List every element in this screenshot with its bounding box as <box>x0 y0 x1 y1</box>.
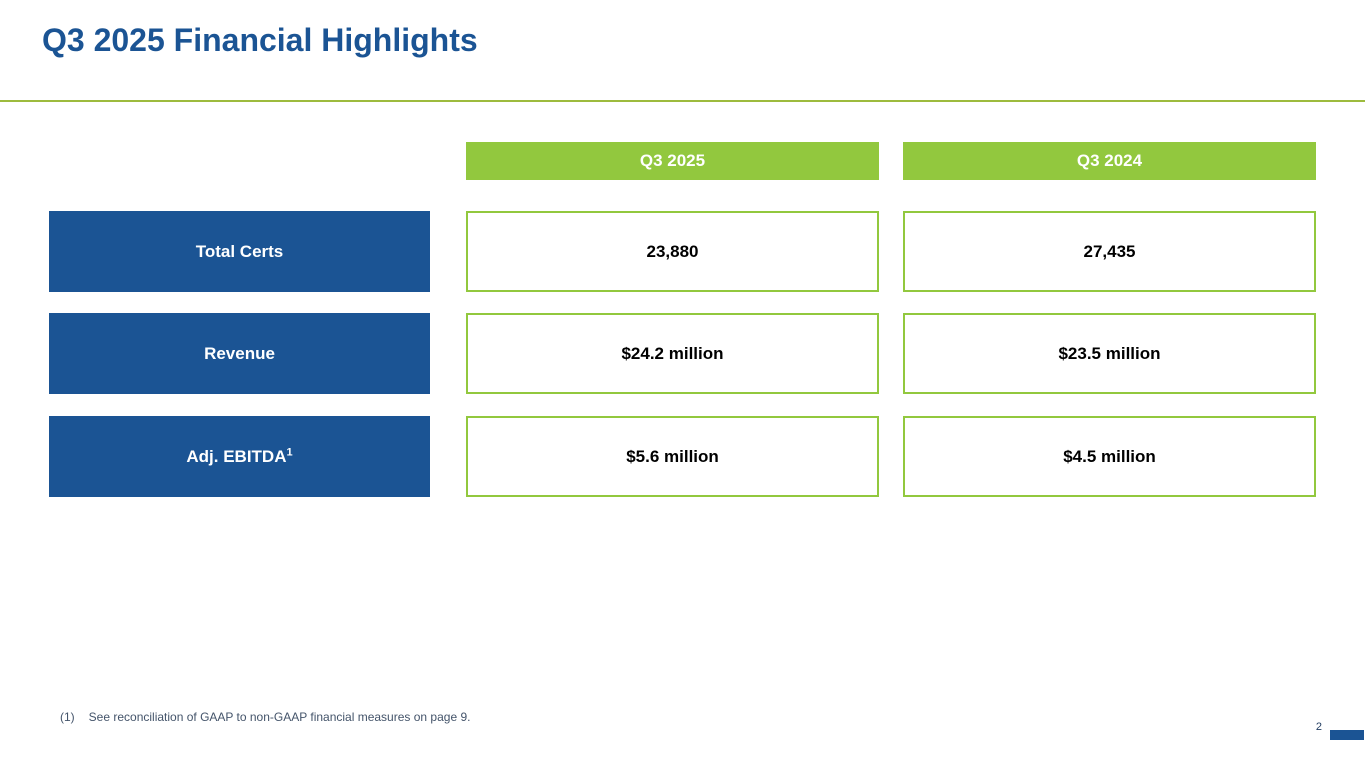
footnote-reference: 1 <box>286 445 293 458</box>
footer-accent-bar <box>1330 730 1364 740</box>
column-header-q3-2025: Q3 2025 <box>466 142 879 180</box>
row-label-total-certs: Total Certs <box>49 211 430 292</box>
row-label-text: Adj. EBITDA1 <box>186 445 293 467</box>
row-label-revenue: Revenue <box>49 313 430 394</box>
value-adj-ebitda-q3-2025: $5.6 million <box>466 416 879 497</box>
value-total-certs-q3-2024: 27,435 <box>903 211 1316 292</box>
value-revenue-q3-2024: $23.5 million <box>903 313 1316 394</box>
value-text: 27,435 <box>1083 241 1136 261</box>
page-number: 2 <box>1315 721 1322 733</box>
column-header-label: Q3 2024 <box>1076 151 1143 170</box>
footnote-text: See reconciliation of GAAP to non-GAAP f… <box>88 710 471 724</box>
row-label-text: Total Certs <box>195 241 284 261</box>
value-total-certs-q3-2025: 23,880 <box>466 211 879 292</box>
row-label-main: Adj. EBITDA <box>186 446 287 466</box>
slide-title: Q3 2025 Financial Highlights <box>42 22 478 58</box>
value-text: $5.6 million <box>626 446 719 466</box>
footnote-marker: (1) <box>60 710 75 724</box>
row-label-text: Revenue <box>204 343 275 363</box>
column-header-label: Q3 2025 <box>639 151 706 170</box>
value-text: $4.5 million <box>1063 446 1156 466</box>
value-adj-ebitda-q3-2024: $4.5 million <box>903 416 1316 497</box>
footnote: (1) See reconciliation of GAAP to non-GAA… <box>60 710 470 724</box>
column-header-q3-2024: Q3 2024 <box>903 142 1316 180</box>
value-text: $23.5 million <box>1058 343 1161 363</box>
value-revenue-q3-2025: $24.2 million <box>466 313 879 394</box>
value-text: $24.2 million <box>621 343 724 363</box>
value-text: 23,880 <box>646 241 699 261</box>
title-divider <box>0 100 1365 102</box>
row-label-adj-ebitda: Adj. EBITDA1 <box>49 416 430 497</box>
